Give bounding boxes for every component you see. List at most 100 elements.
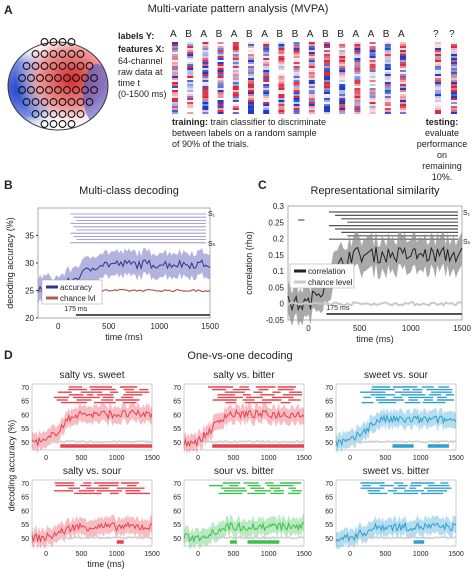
stripe-cell — [354, 72, 361, 74]
electrode — [40, 98, 49, 106]
stripe-cell — [400, 58, 406, 60]
stripe-cell — [202, 52, 209, 54]
panel-d-xtick: 0 — [44, 455, 48, 462]
stripe-cell — [384, 110, 391, 112]
test-label-0: ? — [433, 29, 439, 40]
stripe-cell — [263, 68, 270, 70]
panel-d-xtick: 1000 — [109, 455, 125, 462]
panel-c-ytick: 0 — [280, 300, 285, 309]
stripe-cell — [217, 70, 224, 72]
stripe-cell — [384, 56, 391, 58]
panel-b-ylabel: decoding accuracy (%) — [5, 217, 15, 309]
electrode — [85, 62, 94, 70]
stripe-cell — [278, 90, 285, 92]
electrode — [58, 110, 67, 118]
stripe-cell — [172, 60, 178, 62]
panel-c-chart: correlation (rho) 0.3 0.25 0.2 0.15 0.1 0.05 0 -… — [244, 202, 471, 344]
electrode — [67, 38, 76, 46]
stripe-cell — [232, 56, 239, 58]
stripe-cell — [308, 86, 315, 88]
panel-d-frame — [183, 383, 305, 451]
stripe-cell — [339, 50, 346, 52]
stripe-cell — [232, 78, 239, 80]
stripe-cell — [308, 72, 315, 74]
panel-d-subplot-title: sour vs. bitter — [214, 466, 275, 477]
stripe-cell — [202, 76, 209, 78]
stripe-cell — [308, 68, 315, 70]
panel-d-band — [32, 401, 152, 455]
stripe-cell — [369, 64, 376, 66]
electrode — [18, 86, 26, 94]
stripe-cell — [202, 50, 209, 52]
panel-d-ytick: 70 — [173, 481, 181, 488]
stripe-cell — [324, 108, 330, 110]
stripe-cell — [354, 96, 361, 98]
stripe-cell — [232, 52, 239, 54]
stripe-cell — [339, 74, 346, 76]
stripe-cell — [384, 50, 391, 52]
stripe-cell — [217, 64, 224, 66]
stripe-cell — [248, 56, 254, 58]
stripe-cell — [263, 110, 270, 112]
stripe-cell — [293, 108, 300, 110]
stripe-cell — [354, 108, 361, 110]
panel-d-frame — [183, 479, 305, 547]
stripe-cell — [263, 88, 270, 90]
stripe-cell — [324, 78, 330, 80]
stripe-cell — [263, 84, 270, 86]
stripe-cell — [384, 46, 391, 48]
stripe-cell — [293, 48, 300, 50]
panel-d-ytick: 70 — [21, 481, 29, 488]
electrode — [36, 86, 44, 94]
stripe-cell — [369, 108, 376, 110]
stripe-cell — [369, 70, 376, 72]
panel-b-title: Multi-class decoding — [79, 185, 179, 197]
stripe-cell — [324, 56, 330, 58]
stripe-cell — [187, 88, 194, 90]
electrode — [63, 86, 71, 94]
stripe-cell — [339, 44, 346, 46]
stripe-cell — [451, 42, 457, 44]
scalp-topography — [7, 38, 109, 131]
label-2: A — [200, 29, 208, 40]
stripe-cell — [400, 54, 406, 56]
stripe-cell — [400, 104, 406, 106]
stripe-cell — [451, 92, 457, 94]
stripe-cell — [263, 90, 270, 92]
panel-d-subplot-title: salty vs. bitter — [213, 370, 275, 381]
stripe-cell — [435, 86, 441, 88]
stripe-cell — [308, 108, 315, 110]
stripe-cell — [172, 98, 178, 100]
stripe-cell — [278, 108, 285, 110]
stripe-cell — [263, 60, 270, 62]
panel-d-chance-line — [335, 439, 457, 444]
stripe-cell — [435, 52, 441, 54]
stripe-cell — [202, 72, 209, 74]
stripe-cell — [293, 68, 300, 70]
stripe-cell — [435, 80, 441, 82]
panel-d-ytick: 60 — [325, 508, 333, 515]
stripe-cell — [369, 46, 376, 48]
electrode — [58, 50, 67, 58]
panel-d-xtick: 500 — [228, 455, 240, 462]
electrode — [72, 74, 80, 82]
panel-d-xtick: 1000 — [261, 551, 277, 558]
stripe-cell — [354, 68, 361, 70]
electrode — [76, 98, 85, 106]
stripe-cell — [308, 50, 315, 52]
stripe-cell — [308, 94, 315, 96]
stripe-cell — [435, 96, 441, 98]
stripe-cell — [384, 82, 391, 84]
panel-b-legend-chance: chance lvl — [60, 294, 96, 303]
stripe-cell — [339, 52, 346, 54]
electrode — [58, 62, 67, 70]
stripe-cell — [172, 68, 178, 70]
stripe-cell — [202, 112, 209, 114]
panel-c-legend-chance: chance level — [308, 278, 353, 287]
panel-d-xtick: 1500 — [144, 455, 160, 462]
stripe-cell — [324, 106, 330, 108]
stripe-cell — [354, 58, 361, 60]
stripe-cell — [339, 90, 346, 92]
electrode — [49, 120, 58, 128]
panel-b-xlabel: time (ms) — [105, 332, 143, 340]
